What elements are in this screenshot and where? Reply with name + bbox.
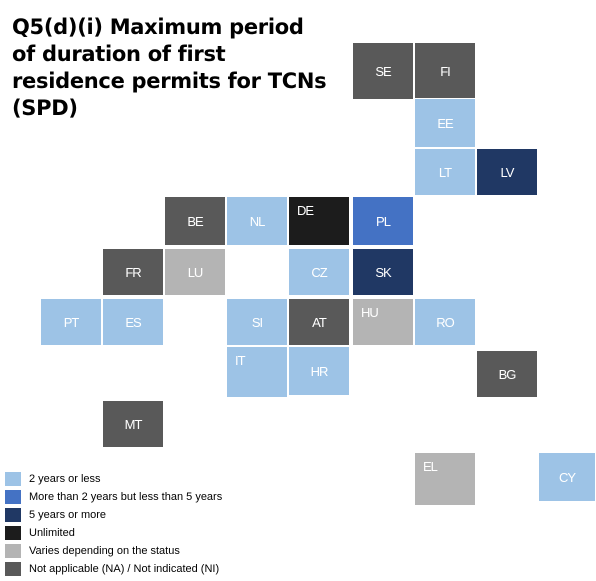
legend-label: 2 years or less [29,473,101,485]
country-tile: AT [288,298,350,346]
legend-item: Varies depending on the status [5,542,180,560]
title-line: (SPD) [12,96,78,120]
legend-swatch [5,544,21,558]
country-tile: HU [352,298,414,346]
legend-swatch [5,508,21,522]
legend-swatch [5,490,21,504]
country-tile: SE [352,42,414,100]
country-tile: RO [414,298,476,346]
country-tile: EL [414,452,476,506]
country-tile: FI [414,42,476,100]
country-tile: LT [414,148,476,196]
country-tile: PL [352,196,414,246]
country-tile: BG [476,350,538,398]
title-line: residence permits for TCNs [12,69,327,93]
country-tile: LV [476,148,538,196]
legend-item: 5 years or more [5,506,106,524]
legend-label: 5 years or more [29,509,107,521]
country-tile: IT [226,346,288,398]
legend-swatch [5,562,21,576]
legend-label: Not applicable (NA) / Not indicated (NI) [29,563,220,575]
country-tile: ES [102,298,164,346]
title: Q5(d)(i) Maximum period of duration of fi… [12,14,327,122]
country-tile: BE [164,196,226,246]
title-line: of duration of first [12,42,226,66]
country-tile: DE [288,196,350,246]
legend-label: Varies depending on the status [29,545,180,557]
legend-label: Unlimited [29,527,75,539]
country-tile: NL [226,196,288,246]
country-tile: EE [414,98,476,148]
legend-item: Not applicable (NA) / Not indicated (NI) [5,560,219,578]
country-tile: SK [352,248,414,296]
country-tile: HR [288,346,350,396]
legend-swatch [5,472,21,486]
legend-label: More than 2 years but less than 5 years [29,491,223,503]
legend-swatch [5,526,21,540]
legend-item: 2 years or less [5,470,101,488]
legend-item: Unlimited [5,524,75,542]
country-tile: CZ [288,248,350,296]
country-tile: LU [164,248,226,296]
title-line: Q5(d)(i) Maximum period [12,15,304,39]
country-tile: MT [102,400,164,448]
country-tile: CY [538,452,596,502]
country-tile: FR [102,248,164,296]
legend-item: More than 2 years but less than 5 years [5,488,222,506]
country-tile: SI [226,298,288,346]
country-tile: PT [40,298,102,346]
